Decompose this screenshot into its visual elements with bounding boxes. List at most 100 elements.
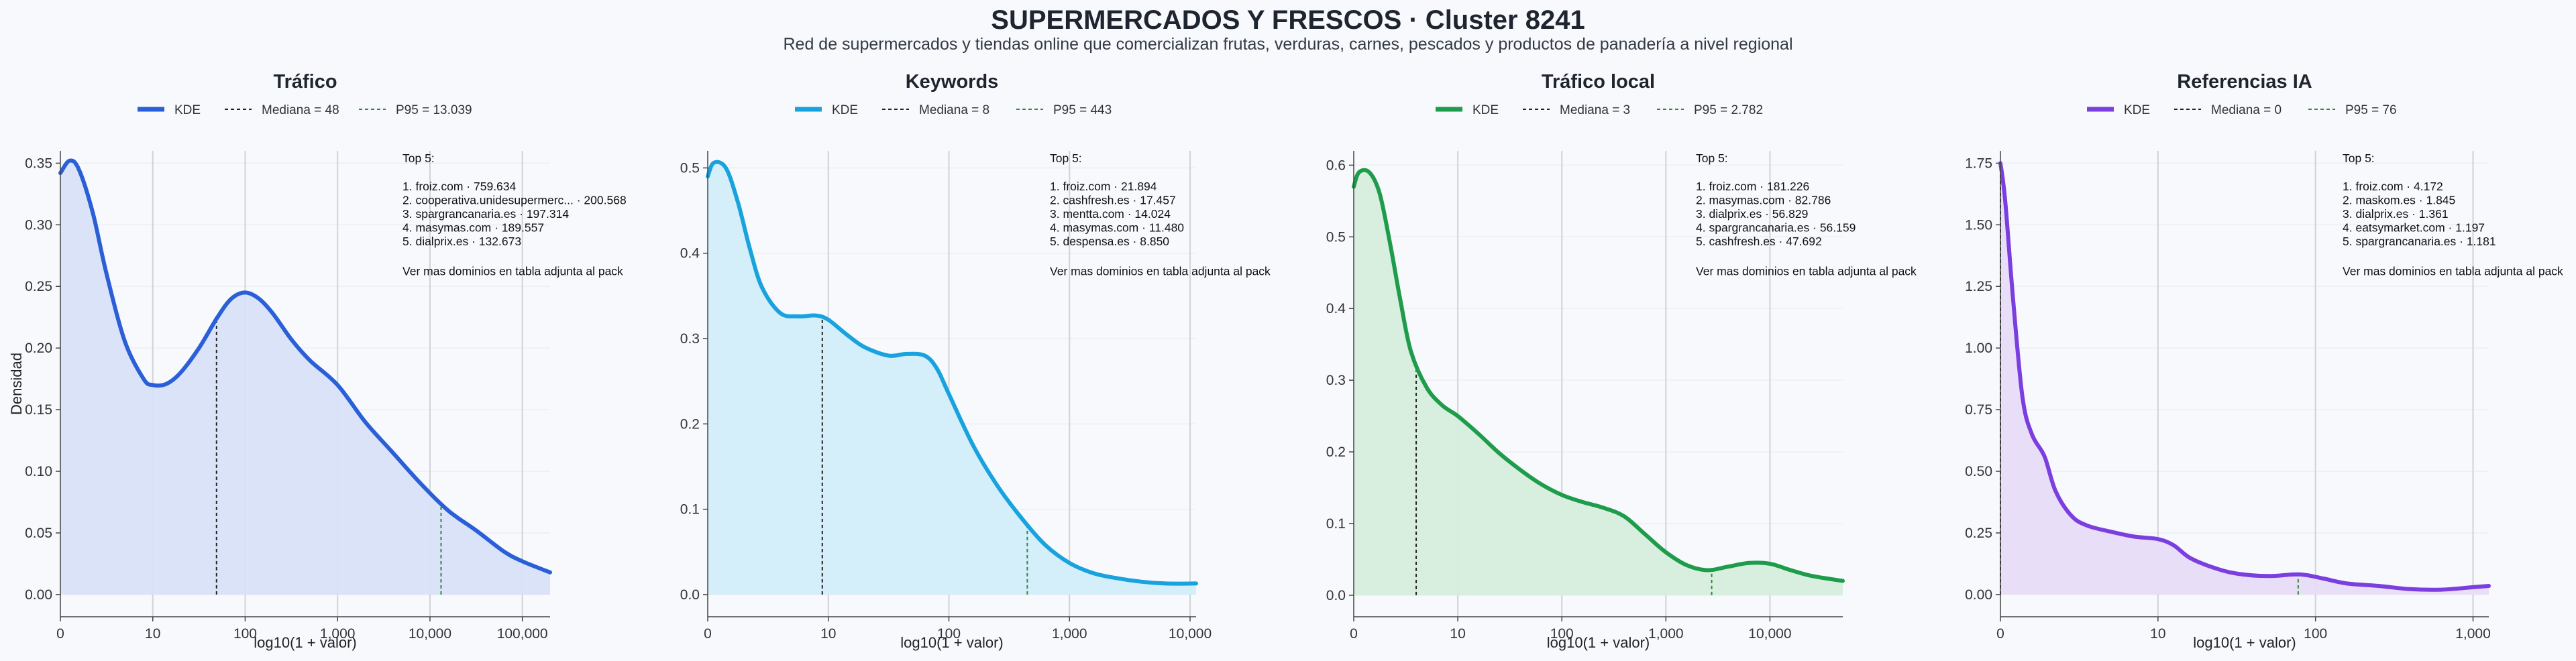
y-tick-label: 0.3	[1326, 373, 1346, 388]
top5-note: Ver mas dominios en tabla adjunta al pac…	[402, 265, 623, 278]
x-tick-label: 100,000	[497, 626, 548, 642]
legend-median-label: Mediana = 0	[2211, 103, 2282, 117]
y-tick-label: 0.50	[1965, 464, 1992, 479]
y-tick-label: 0.5	[680, 160, 700, 176]
y-tick-label: 0.10	[25, 464, 52, 479]
y-tick-label: 0.05	[25, 526, 52, 541]
x-tick-label: 1,000	[1648, 626, 1684, 642]
top5-item: 5. spargrancanaria.es · 1.181	[2343, 235, 2496, 248]
kde-area	[60, 160, 550, 595]
top5-item: 3. dialprix.es · 56.829	[1696, 207, 1808, 221]
x-tick-label: 10,000	[1748, 626, 1791, 642]
x-tick-label: 0	[704, 626, 712, 642]
x-tick-label: 0	[1350, 626, 1358, 642]
y-tick-label: 0.00	[25, 587, 52, 603]
y-tick-label: 1.25	[1965, 279, 1992, 294]
y-tick-label: 0.20	[25, 341, 52, 356]
y-tick-label: 0.00	[1965, 587, 1992, 603]
x-axis-label: log10(1 + valor)	[900, 634, 1003, 651]
top5-item: 2. masymas.com · 82.786	[1696, 194, 1831, 207]
panel-title: Tráfico local	[1542, 71, 1655, 93]
x-tick-label: 100	[2304, 626, 2327, 642]
legend-kde-label: KDE	[174, 103, 201, 117]
y-tick-label: 0.30	[25, 217, 52, 233]
top5-item: 4. eatsymarket.com · 1.197	[2343, 221, 2485, 235]
chart-panel-4: Referencias IA KDE Mediana = 0 P95 = 76 0.00…	[1965, 71, 2563, 651]
y-tick-label: 0.15	[25, 402, 52, 418]
top5-item: 1. froiz.com · 21.894	[1050, 180, 1157, 193]
y-tick-label: 0.5	[1326, 229, 1346, 245]
y-tick-label: 1.50	[1965, 217, 1992, 233]
kde-area	[708, 162, 1196, 595]
x-tick-label: 1,000	[2455, 626, 2491, 642]
kde-area	[2000, 163, 2489, 595]
legend-median-label: Mediana = 3	[1560, 103, 1630, 117]
top5-note: Ver mas dominios en tabla adjunta al pac…	[2343, 265, 2563, 278]
legend-p95-label: P95 = 13.039	[396, 103, 472, 117]
kde-line	[1352, 168, 1845, 583]
top5-item: 3. spargrancanaria.es · 197.314	[402, 207, 569, 221]
kde-area	[1354, 170, 1843, 595]
page-title: SUPERMERCADOS Y FRESCOS · Cluster 8241	[991, 5, 1585, 35]
y-tick-label: 0.4	[1326, 301, 1346, 316]
top5-item: 1. froiz.com · 181.226	[1696, 180, 1809, 193]
legend-kde-label: KDE	[832, 103, 858, 117]
top5-title: Top 5:	[1696, 152, 1728, 165]
x-tick-label: 100	[937, 626, 961, 642]
legend-median-label: Mediana = 8	[919, 103, 989, 117]
y-tick-label: 0.25	[1965, 526, 1992, 541]
top5-item: 2. maskom.es · 1.845	[2343, 194, 2455, 207]
y-tick-label: 0.1	[680, 502, 700, 518]
x-tick-label: 10	[820, 626, 836, 642]
top5-item: 4. masymas.com · 189.557	[402, 221, 544, 235]
y-tick-label: 0.0	[680, 587, 700, 603]
panel-title: Keywords	[906, 71, 999, 93]
legend-median-label: Mediana = 48	[262, 103, 339, 117]
top5-item: 3. mentta.com · 14.024	[1050, 207, 1171, 221]
x-tick-label: 10	[2150, 626, 2165, 642]
y-axis-label: Densidad	[8, 353, 25, 415]
x-tick-label: 1,000	[320, 626, 356, 642]
x-tick-label: 0	[56, 626, 64, 642]
x-tick-label: 10,000	[1169, 626, 1212, 642]
y-tick-label: 0.35	[25, 156, 52, 171]
x-axis-label: log10(1 + valor)	[2193, 634, 2296, 651]
x-tick-label: 0	[1996, 626, 2004, 642]
legend-p95-label: P95 = 2.782	[1694, 103, 1763, 117]
top5-item: 1. froiz.com · 759.634	[402, 180, 517, 193]
legend-p95-label: P95 = 76	[2345, 103, 2397, 117]
y-tick-label: 0.25	[25, 279, 52, 294]
y-tick-label: 0.1	[1326, 516, 1346, 532]
top5-title: Top 5:	[402, 152, 435, 165]
x-tick-label: 100	[1550, 626, 1574, 642]
x-tick-label: 10,000	[409, 626, 451, 642]
panel-title: Referencias IA	[2177, 71, 2312, 93]
y-tick-label: 1.75	[1965, 156, 1992, 171]
top5-item: 2. cooperativa.unidesupermerc... · 200.5…	[402, 194, 627, 207]
kde-line	[58, 158, 552, 575]
top5-item: 4. masymas.com · 11.480	[1050, 221, 1184, 235]
y-tick-label: 1.00	[1965, 341, 1992, 356]
chart-panel-1: Tráfico KDE Mediana = 48 P95 = 13.039 0.00 0.…	[8, 71, 627, 651]
y-tick-label: 0.0	[1326, 588, 1346, 603]
top5-item: 1. froiz.com · 4.172	[2343, 180, 2443, 193]
panel-title: Tráfico	[273, 71, 337, 93]
x-axis-label: log10(1 + valor)	[1547, 634, 1650, 651]
y-tick-label: 0.3	[680, 331, 700, 347]
legend-kde-label: KDE	[1472, 103, 1499, 117]
y-tick-label: 0.4	[680, 246, 700, 261]
x-tick-label: 10	[145, 626, 160, 642]
top5-item: 5. cashfresh.es · 47.692	[1696, 235, 1822, 248]
x-tick-label: 1,000	[1052, 626, 1087, 642]
top5-item: 2. cashfresh.es · 17.457	[1050, 194, 1176, 207]
chart-panel-2: Keywords KDE Mediana = 8 P95 = 443 0.0 0.1 0.2…	[680, 71, 1271, 651]
y-tick-label: 0.2	[680, 416, 700, 432]
x-tick-label: 10	[1450, 626, 1465, 642]
x-axis-label: log10(1 + valor)	[254, 634, 356, 651]
legend-p95-label: P95 = 443	[1053, 103, 1112, 117]
kde-line	[706, 160, 1198, 586]
top5-title: Top 5:	[1050, 152, 1082, 165]
y-tick-label: 0.75	[1965, 402, 1992, 418]
top5-item: 3. dialprix.es · 1.361	[2343, 207, 2449, 221]
